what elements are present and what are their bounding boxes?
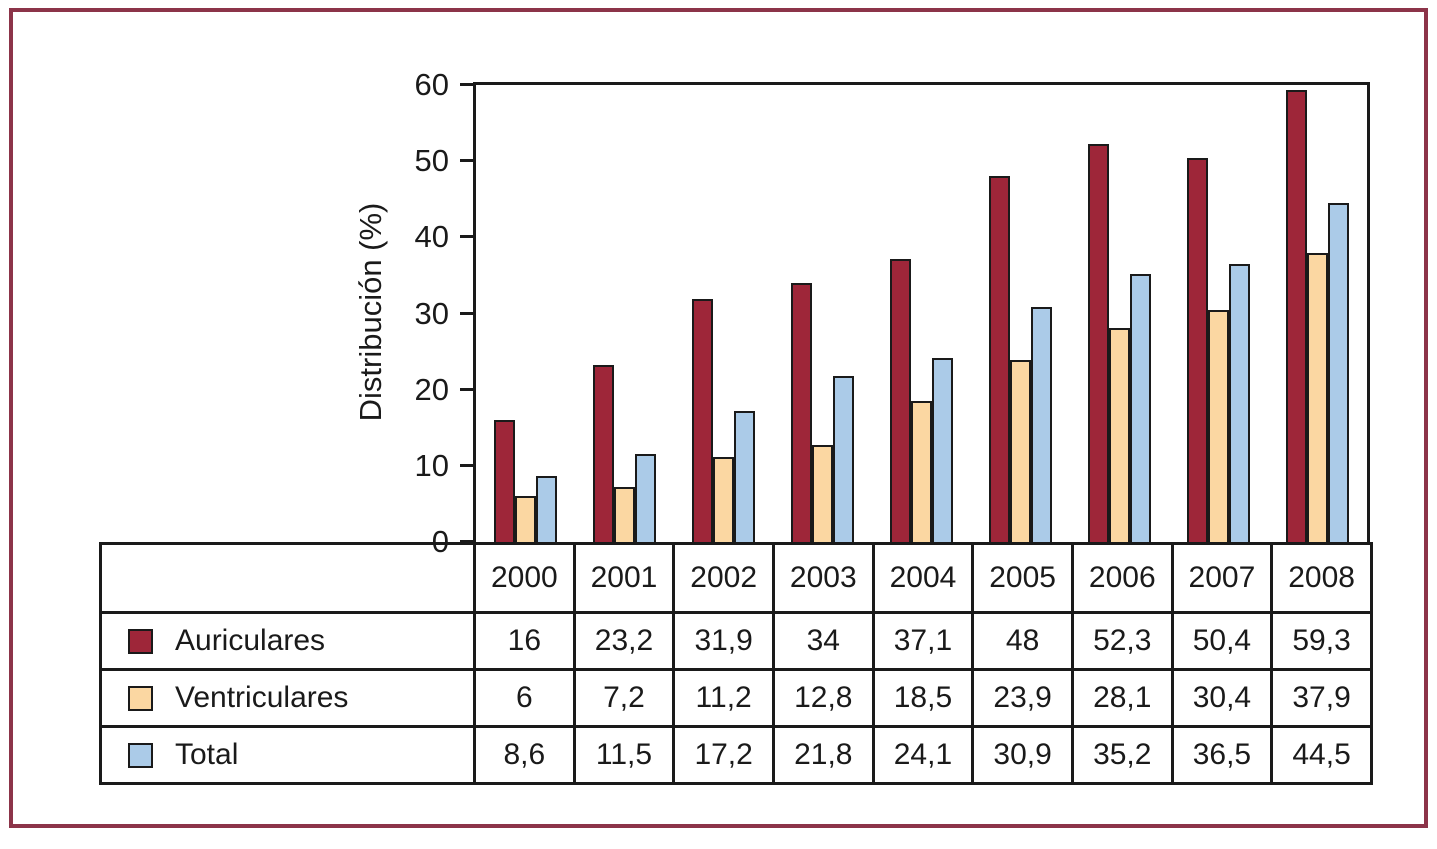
plot-area (473, 82, 1370, 545)
bar-total-2002 (734, 411, 755, 542)
series-name: Ventriculares (175, 681, 349, 714)
bar-total-2005 (1031, 307, 1052, 542)
bar-total-2004 (932, 358, 953, 542)
y-tick-mark (460, 540, 473, 543)
y-tick-label: 50 (414, 143, 449, 179)
bar-ventriculares-2001 (614, 487, 635, 542)
bar-ventriculares-2003 (812, 445, 833, 542)
value-cell-total-2002: 17,2 (672, 725, 775, 785)
bar-auriculares-2001 (593, 365, 614, 542)
bar-total-2003 (833, 376, 854, 542)
legend-swatch-auriculares (128, 628, 153, 654)
y-tick-label: 40 (414, 219, 449, 255)
bar-total-2007 (1229, 264, 1250, 542)
bar-total-2001 (635, 454, 656, 542)
value-cell-auriculares-2000: 16 (473, 611, 576, 671)
value-cell-auriculares-2002: 31,9 (672, 611, 775, 671)
bar-auriculares-2000 (494, 420, 515, 542)
year-cell: 2000 (473, 542, 576, 614)
value-cell-total-2005: 30,9 (971, 725, 1074, 785)
value-cell-ventriculares-2005: 23,9 (971, 668, 1074, 728)
value-cell-ventriculares-2007: 30,4 (1170, 668, 1274, 728)
y-tick-label: 10 (414, 447, 449, 483)
value-cell-total-2008: 44,5 (1270, 725, 1373, 785)
year-header-row: 2000 2001 2002 2003 2004 2005 2006 2007 2008 (99, 542, 1373, 614)
year-cell: 2007 (1170, 542, 1274, 614)
bar-total-2006 (1130, 274, 1151, 542)
year-cell: 2005 (971, 542, 1074, 614)
year-cell: 2004 (871, 542, 975, 614)
y-tick-mark (460, 159, 473, 163)
value-cell-auriculares-2007: 50,4 (1170, 611, 1274, 671)
value-cell-ventriculares-2006: 28,1 (1070, 668, 1174, 728)
series-name: Auriculares (175, 624, 326, 657)
value-cell-auriculares-2008: 59,3 (1270, 611, 1373, 671)
y-tick-mark (460, 311, 473, 315)
series-row-total: Total 8,6 11,5 17,2 21,8 24,1 30,9 35,2 36,5 44,5 (99, 725, 1373, 785)
value-cell-total-2004: 24,1 (871, 725, 975, 785)
figure-frame: Distribución (%) 0 10 20 30 40 50 60 2000 2001 2… (9, 8, 1428, 828)
data-table: 2000 2001 2002 2003 2004 2005 2006 2007 2008 Auri… (99, 542, 1373, 785)
y-tick-mark (460, 463, 473, 467)
value-cell-total-2000: 8,6 (473, 725, 576, 785)
bar-auriculares-2008 (1286, 90, 1307, 542)
bar-ventriculares-2007 (1208, 310, 1229, 542)
series-label-cell: Total (99, 725, 476, 785)
year-cell: 2008 (1270, 542, 1373, 614)
bar-total-2000 (536, 476, 557, 542)
y-tick-mark (460, 235, 473, 239)
value-cell-total-2007: 36,5 (1170, 725, 1274, 785)
value-cell-ventriculares-2002: 11,2 (672, 668, 775, 728)
year-cell: 2006 (1070, 542, 1174, 614)
value-cell-total-2001: 11,5 (572, 725, 676, 785)
y-tick-label: 30 (414, 295, 449, 331)
series-name: Total (175, 738, 239, 771)
value-cell-ventriculares-2000: 6 (473, 668, 576, 728)
bar-auriculares-2007 (1187, 158, 1208, 542)
legend-swatch-total (128, 742, 153, 768)
bar-auriculares-2004 (890, 259, 911, 542)
bar-ventriculares-2002 (713, 457, 734, 542)
data-table-body: 2000 2001 2002 2003 2004 2005 2006 2007 2008 Auri… (99, 542, 1373, 785)
value-cell-ventriculares-2008: 37,9 (1270, 668, 1373, 728)
value-cell-auriculares-2001: 23,2 (572, 611, 676, 671)
bar-ventriculares-2006 (1109, 328, 1130, 542)
bar-auriculares-2003 (791, 283, 812, 542)
bar-auriculares-2002 (692, 299, 713, 542)
series-legend: Auriculares (102, 624, 473, 658)
bar-ventriculares-2008 (1307, 253, 1328, 542)
series-row-auriculares: Auriculares 16 23,2 31,9 34 37,1 48 52,3 50,4 59,… (99, 611, 1373, 671)
y-axis: Distribución (%) 0 10 20 30 40 50 60 (13, 12, 473, 849)
y-tick-label: 60 (414, 67, 449, 102)
series-legend: Ventriculares (102, 681, 473, 715)
bar-auriculares-2006 (1088, 144, 1109, 542)
year-cell: 2002 (672, 542, 775, 614)
bar-total-2008 (1328, 203, 1349, 542)
series-legend: Total (102, 738, 473, 772)
value-cell-auriculares-2005: 48 (971, 611, 1074, 671)
value-cell-total-2003: 21,8 (771, 725, 875, 785)
bar-ventriculares-2005 (1010, 360, 1031, 542)
value-cell-ventriculares-2001: 7,2 (572, 668, 676, 728)
value-cell-total-2006: 35,2 (1070, 725, 1174, 785)
value-cell-ventriculares-2004: 18,5 (871, 668, 975, 728)
value-cell-auriculares-2003: 34 (771, 611, 875, 671)
year-cell: 2003 (771, 542, 875, 614)
legend-swatch-ventriculares (128, 685, 153, 711)
bar-auriculares-2005 (989, 176, 1010, 542)
y-tick-mark (460, 387, 473, 391)
bar-ventriculares-2004 (911, 401, 932, 542)
y-tick-mark (460, 83, 473, 86)
table-corner-cell (99, 542, 476, 614)
series-row-ventriculares: Ventriculares 6 7,2 11,2 12,8 18,5 23,9 28,1 30,… (99, 668, 1373, 728)
bar-ventriculares-2000 (515, 496, 536, 542)
value-cell-ventriculares-2003: 12,8 (771, 668, 875, 728)
value-cell-auriculares-2004: 37,1 (871, 611, 975, 671)
year-cell: 2001 (572, 542, 676, 614)
series-label-cell: Auriculares (99, 611, 476, 671)
value-cell-auriculares-2006: 52,3 (1070, 611, 1174, 671)
series-label-cell: Ventriculares (99, 668, 476, 728)
y-tick-label: 20 (414, 371, 449, 407)
